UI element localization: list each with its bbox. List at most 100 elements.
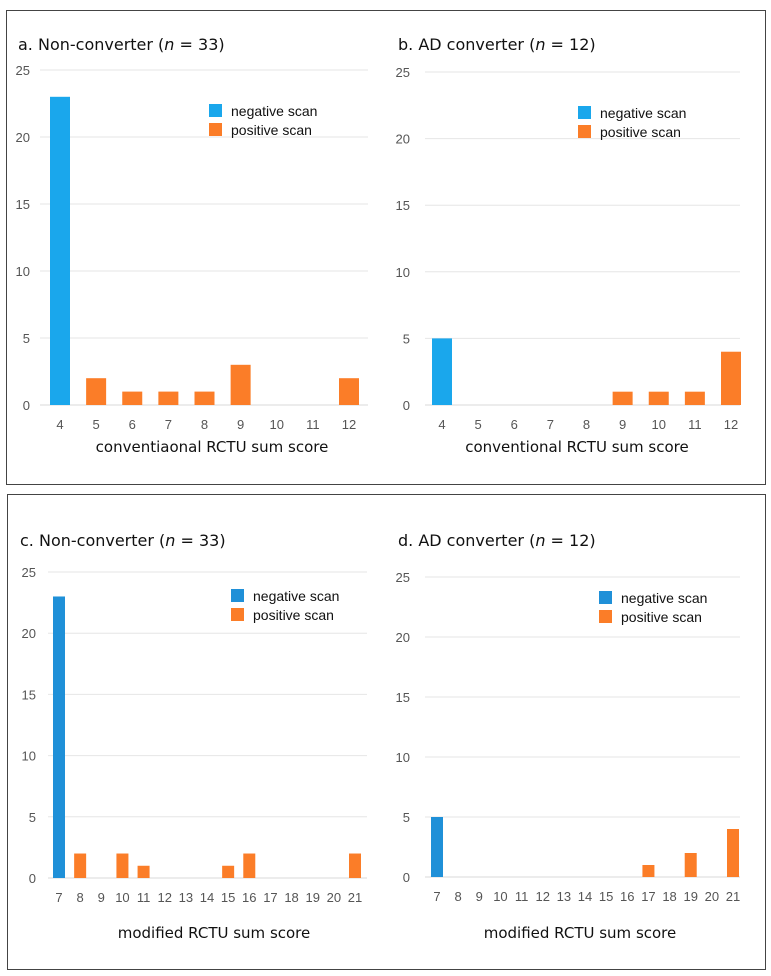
x-tick-label: 11 xyxy=(515,889,529,904)
y-tick-label: 20 xyxy=(22,626,36,641)
y-tick-label: 5 xyxy=(29,810,36,825)
bar-positive-scan xyxy=(612,391,633,405)
chart-title: d. AD converter (n = 12) xyxy=(398,531,596,550)
legend-label: positive scan xyxy=(253,607,334,623)
title-n: n xyxy=(164,35,174,54)
x-tick-label: 7 xyxy=(547,417,554,432)
y-tick-label: 5 xyxy=(403,331,410,346)
x-tick-label: 20 xyxy=(327,890,341,905)
y-tick-label: 20 xyxy=(396,132,410,147)
x-tick-label: 10 xyxy=(493,889,507,904)
x-tick-label: 18 xyxy=(284,890,298,905)
y-tick-label: 0 xyxy=(403,398,410,413)
legend-label: negative scan xyxy=(253,588,339,604)
bar-positive-scan xyxy=(648,391,669,405)
x-tick-label: 12 xyxy=(724,417,738,432)
legend-swatch xyxy=(231,608,244,621)
title-prefix: d. AD converter ( xyxy=(398,531,535,550)
y-tick-label: 15 xyxy=(396,690,410,705)
chart-a: a. Non-converter (n = 33) 0 5 10 15 20 25 4 5 6 7 8… xyxy=(16,35,368,456)
x-tick-label: 12 xyxy=(157,890,171,905)
bar-positive-scan xyxy=(137,865,150,878)
x-tick-label: 7 xyxy=(55,890,62,905)
x-tick-label: 8 xyxy=(583,417,590,432)
x-tick-label: 6 xyxy=(511,417,518,432)
x-tick-label: 4 xyxy=(438,417,445,432)
legend-swatch xyxy=(578,125,591,138)
x-tick-label: 15 xyxy=(599,889,613,904)
y-tick-label: 15 xyxy=(16,197,30,212)
x-tick-label: 7 xyxy=(165,417,172,432)
title-prefix: a. Non-converter ( xyxy=(18,35,164,54)
x-tick-label: 5 xyxy=(93,417,100,432)
y-tick-label: 25 xyxy=(22,565,36,580)
x-tick-label: 9 xyxy=(98,890,105,905)
legend-label: positive scan xyxy=(621,609,702,625)
bar-positive-scan xyxy=(116,853,129,878)
y-tick-label: 5 xyxy=(23,331,30,346)
bar-positive-scan xyxy=(194,391,215,405)
x-tick-label: 14 xyxy=(578,889,592,904)
legend-swatch xyxy=(209,123,222,136)
x-axis-label: conventional RCTU sum score xyxy=(465,438,688,456)
y-tick-label: 10 xyxy=(16,264,30,279)
x-tick-label: 17 xyxy=(263,890,277,905)
bar-negative-scan xyxy=(50,96,70,406)
bar-positive-scan xyxy=(349,853,361,878)
bar-positive-scan xyxy=(74,853,87,878)
x-tick-label: 13 xyxy=(557,889,571,904)
y-tick-label: 10 xyxy=(22,749,36,764)
y-tick-label: 20 xyxy=(396,630,410,645)
x-tick-label: 19 xyxy=(305,890,319,905)
x-tick-label: 15 xyxy=(221,890,235,905)
bar-positive-scan xyxy=(122,391,143,405)
top-panel-frame xyxy=(6,10,766,485)
bar-positive-scan xyxy=(721,351,741,405)
x-tick-label: 11 xyxy=(688,417,702,432)
legend-swatch xyxy=(209,104,222,117)
y-tick-label: 0 xyxy=(29,871,36,886)
x-tick-label: 11 xyxy=(306,417,320,432)
bar-positive-scan xyxy=(243,853,256,878)
x-tick-label: 8 xyxy=(455,889,462,904)
y-tick-label: 10 xyxy=(396,750,410,765)
x-tick-label: 8 xyxy=(201,417,208,432)
y-tick-label: 25 xyxy=(396,65,410,80)
y-tick-label: 15 xyxy=(396,198,410,213)
x-tick-label: 4 xyxy=(56,417,63,432)
bar-positive-scan xyxy=(642,865,655,877)
bar-positive-scan xyxy=(230,364,251,405)
x-tick-label: 14 xyxy=(200,890,214,905)
x-tick-label: 10 xyxy=(115,890,129,905)
x-tick-label: 11 xyxy=(137,890,151,905)
bottom-panel-frame xyxy=(7,494,766,970)
x-tick-label: 9 xyxy=(619,417,626,432)
legend-label: negative scan xyxy=(600,105,686,121)
title-prefix: b. AD converter ( xyxy=(398,35,535,54)
legend-swatch xyxy=(231,589,244,602)
x-tick-label: 9 xyxy=(476,889,483,904)
title-n: n xyxy=(535,531,545,550)
legend-label: positive scan xyxy=(600,124,681,140)
legend-swatch xyxy=(578,106,591,119)
x-tick-label: 12 xyxy=(342,417,356,432)
y-tick-label: 0 xyxy=(23,398,30,413)
bar-negative-scan xyxy=(53,596,65,878)
title-suffix: = 12) xyxy=(545,35,595,54)
x-axis-label: modified RCTU sum score xyxy=(118,924,311,942)
chart-c: c. Non-converter (n = 33) 0 5 10 15 20 25 7 8 9 10… xyxy=(20,531,367,942)
x-tick-label: 21 xyxy=(348,890,362,905)
x-axis-label: modified RCTU sum score xyxy=(484,924,677,942)
y-tick-label: 15 xyxy=(22,687,36,702)
legend-label: positive scan xyxy=(231,122,312,138)
bar-positive-scan xyxy=(727,829,739,877)
x-tick-label: 5 xyxy=(475,417,482,432)
chart-d: d. AD converter (n = 12) 0 5 10 15 20 25 7 8 9 10 1… xyxy=(396,531,741,942)
chart-title: b. AD converter (n = 12) xyxy=(398,35,596,54)
x-tick-label: 10 xyxy=(652,417,666,432)
x-tick-label: 7 xyxy=(433,889,440,904)
legend-label: negative scan xyxy=(231,103,317,119)
bar-positive-scan xyxy=(86,378,107,405)
chart-b: b. AD converter (n = 12) 0 5 10 15 20 25 4 5 6 7 8 9… xyxy=(396,35,741,456)
